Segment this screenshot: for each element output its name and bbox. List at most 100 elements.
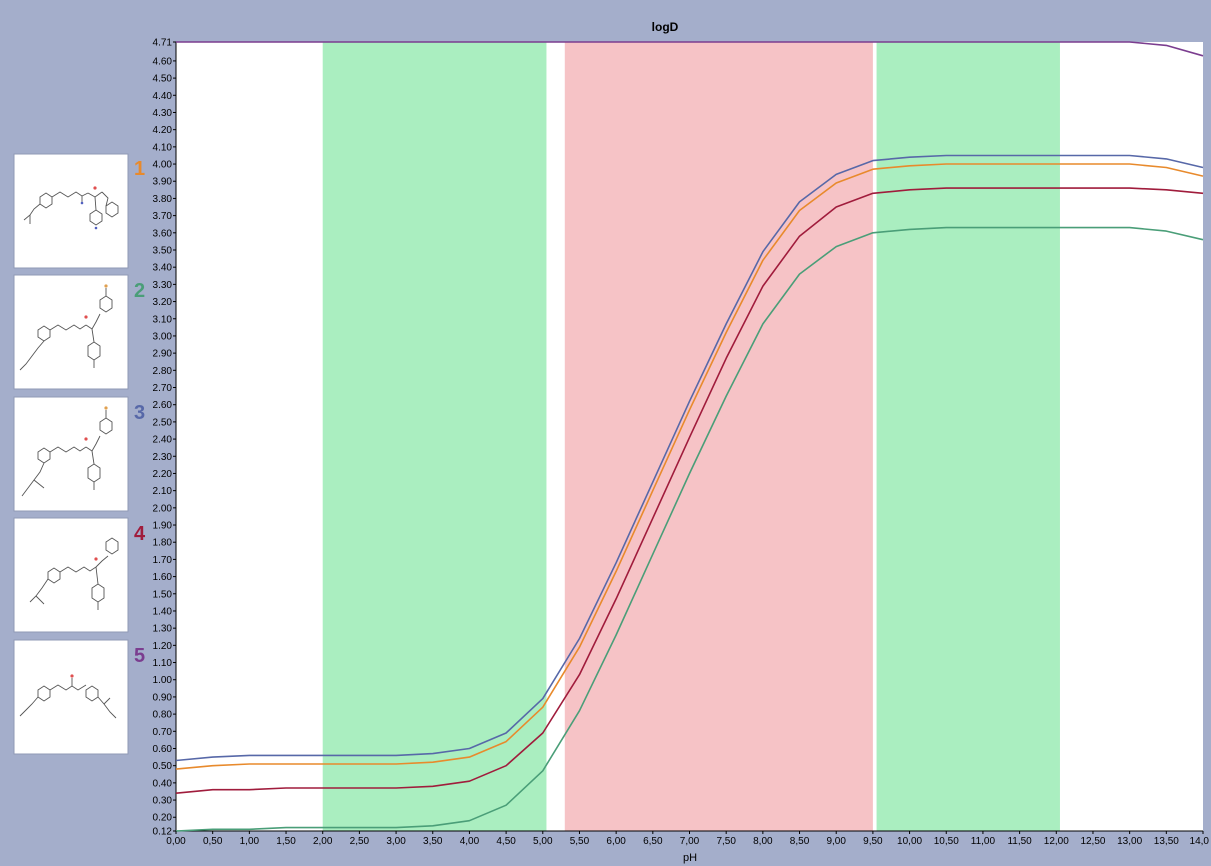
compound-number-5: 5 <box>134 645 145 667</box>
y-tick-label: 2.40 <box>153 435 173 446</box>
y-tick-label: 1.40 <box>153 606 173 617</box>
series-line-4 <box>175 187 1204 794</box>
y-tick-label: 2.60 <box>153 400 173 411</box>
y-tick-label: 3.20 <box>153 297 173 308</box>
x-tick-label: 7,50 <box>716 836 736 847</box>
x-tick-label: 2,50 <box>350 836 370 847</box>
y-tick-label: 3.50 <box>153 245 173 256</box>
x-tick-label: 11,00 <box>971 836 996 847</box>
y-tick-label: 3.60 <box>153 228 173 239</box>
band-1 <box>322 42 547 831</box>
y-tick-label: 1.70 <box>153 555 173 566</box>
y-tick-label: 2.00 <box>153 503 173 514</box>
compound-number-4: 4 <box>134 523 146 545</box>
compound-number-3: 3 <box>134 402 145 424</box>
series-line-5 <box>176 41 1204 57</box>
chemical-structure-1-icon <box>23 191 119 226</box>
x-tick-label: 10,50 <box>934 836 959 847</box>
series-line-3 <box>175 154 1204 762</box>
y-tick-label: 3.70 <box>153 211 173 222</box>
y-tick-label: 0.12 <box>153 827 173 838</box>
x-tick-label: 9,00 <box>826 836 846 847</box>
y-tick-label: 0.90 <box>153 692 173 703</box>
x-tick-label: 4,00 <box>460 836 480 847</box>
x-tick-label: 8,00 <box>753 836 773 847</box>
compound-structures: 1 2 3 4 5 <box>13 153 146 755</box>
x-tick-label: 14,0 <box>1190 836 1210 847</box>
y-tick-label: 3.80 <box>153 194 173 205</box>
y-tick-label: 4.50 <box>153 74 173 85</box>
y-tick-label: 3.00 <box>153 331 173 342</box>
y-tick-label: 0.50 <box>153 761 173 772</box>
x-tick-label: 6,50 <box>643 836 663 847</box>
band-3 <box>876 42 1060 831</box>
x-tick-label: 12,00 <box>1044 836 1069 847</box>
x-tick-label: 3,00 <box>386 836 406 847</box>
x-tick-label: 3,50 <box>423 836 443 847</box>
structure-panel-1 <box>13 153 129 269</box>
series-lines <box>175 41 1204 832</box>
y-tick-label: 4.40 <box>153 91 173 102</box>
y-tick-label: 1.00 <box>153 675 173 686</box>
y-tick-label: 4.30 <box>153 108 173 119</box>
ph-range-bands <box>322 42 1060 831</box>
y-tick-label: 1.90 <box>153 521 173 532</box>
x-tick-label: 1,00 <box>240 836 260 847</box>
x-tick-label: 0,00 <box>166 836 186 847</box>
y-tick-label: 1.20 <box>153 641 173 652</box>
structure-panel-2 <box>13 274 129 390</box>
y-tick-label: 1.10 <box>153 658 173 669</box>
chemical-structure-5-icon <box>19 678 117 719</box>
y-tick-label: 2.50 <box>153 417 173 428</box>
y-tick-label: 2.10 <box>153 486 173 497</box>
y-tick-label: 2.90 <box>153 349 173 360</box>
x-tick-label: 5,00 <box>533 836 553 847</box>
y-tick-label: 4.10 <box>153 142 173 153</box>
y-tick-label: 4.20 <box>153 125 173 136</box>
x-tick-label: 6,00 <box>606 836 626 847</box>
y-tick-label: 1.30 <box>153 624 173 635</box>
chemical-structure-3-icon <box>21 410 113 497</box>
y-axis-ticks: 4.71 4.60 4.50 4.40 4.30 4.20 4.10 4.00 3.90 3.80… <box>153 38 176 838</box>
x-tick-label: 5,50 <box>570 836 590 847</box>
y-tick-label: 2.20 <box>153 469 173 480</box>
y-tick-label: 0.20 <box>153 813 173 824</box>
x-axis-ticks: 0,00 0,50 1,00 1,50 2,00 2,50 3,00 3,50 4,00 4,50… <box>166 831 1209 847</box>
band-2 <box>564 42 873 831</box>
y-tick-label: 0.80 <box>153 710 173 721</box>
y-tick-label: 4.71 <box>153 38 173 49</box>
series-line-1 <box>175 163 1204 770</box>
x-tick-label: 8,50 <box>790 836 810 847</box>
y-tick-label: 3.90 <box>153 177 173 188</box>
y-tick-label: 2.70 <box>153 383 173 394</box>
y-tick-label: 1.50 <box>153 589 173 600</box>
y-tick-label: 1.80 <box>153 538 173 549</box>
y-tick-label: 4.60 <box>153 56 173 67</box>
x-tick-label: 12,50 <box>1080 836 1105 847</box>
x-tick-label: 0,50 <box>203 836 223 847</box>
structure-panel-4 <box>13 517 129 633</box>
x-axis-label: pH <box>683 852 697 864</box>
x-tick-label: 13,50 <box>1154 836 1179 847</box>
series-line-2 <box>175 226 1204 832</box>
y-tick-label: 3.40 <box>153 263 173 274</box>
y-tick-label: 2.80 <box>153 366 173 377</box>
chemical-structure-2-icon <box>19 288 113 371</box>
chemical-structure-4-icon <box>29 537 119 610</box>
x-tick-label: 4,50 <box>496 836 516 847</box>
chart-title: logD <box>652 20 679 34</box>
compound-number-1: 1 <box>134 158 145 180</box>
y-tick-label: 1.60 <box>153 572 173 583</box>
y-tick-label: 2.30 <box>153 452 173 463</box>
y-tick-label: 0.40 <box>153 778 173 789</box>
x-tick-label: 10,00 <box>897 836 922 847</box>
compound-number-2: 2 <box>134 280 145 302</box>
y-tick-label: 3.30 <box>153 280 173 291</box>
x-tick-label: 11,50 <box>1007 836 1032 847</box>
y-tick-label: 0.30 <box>153 796 173 807</box>
x-tick-label: 13,00 <box>1117 836 1142 847</box>
y-tick-label: 0.60 <box>153 744 173 755</box>
x-tick-label: 2,00 <box>313 836 333 847</box>
structure-panel-3 <box>13 396 129 512</box>
